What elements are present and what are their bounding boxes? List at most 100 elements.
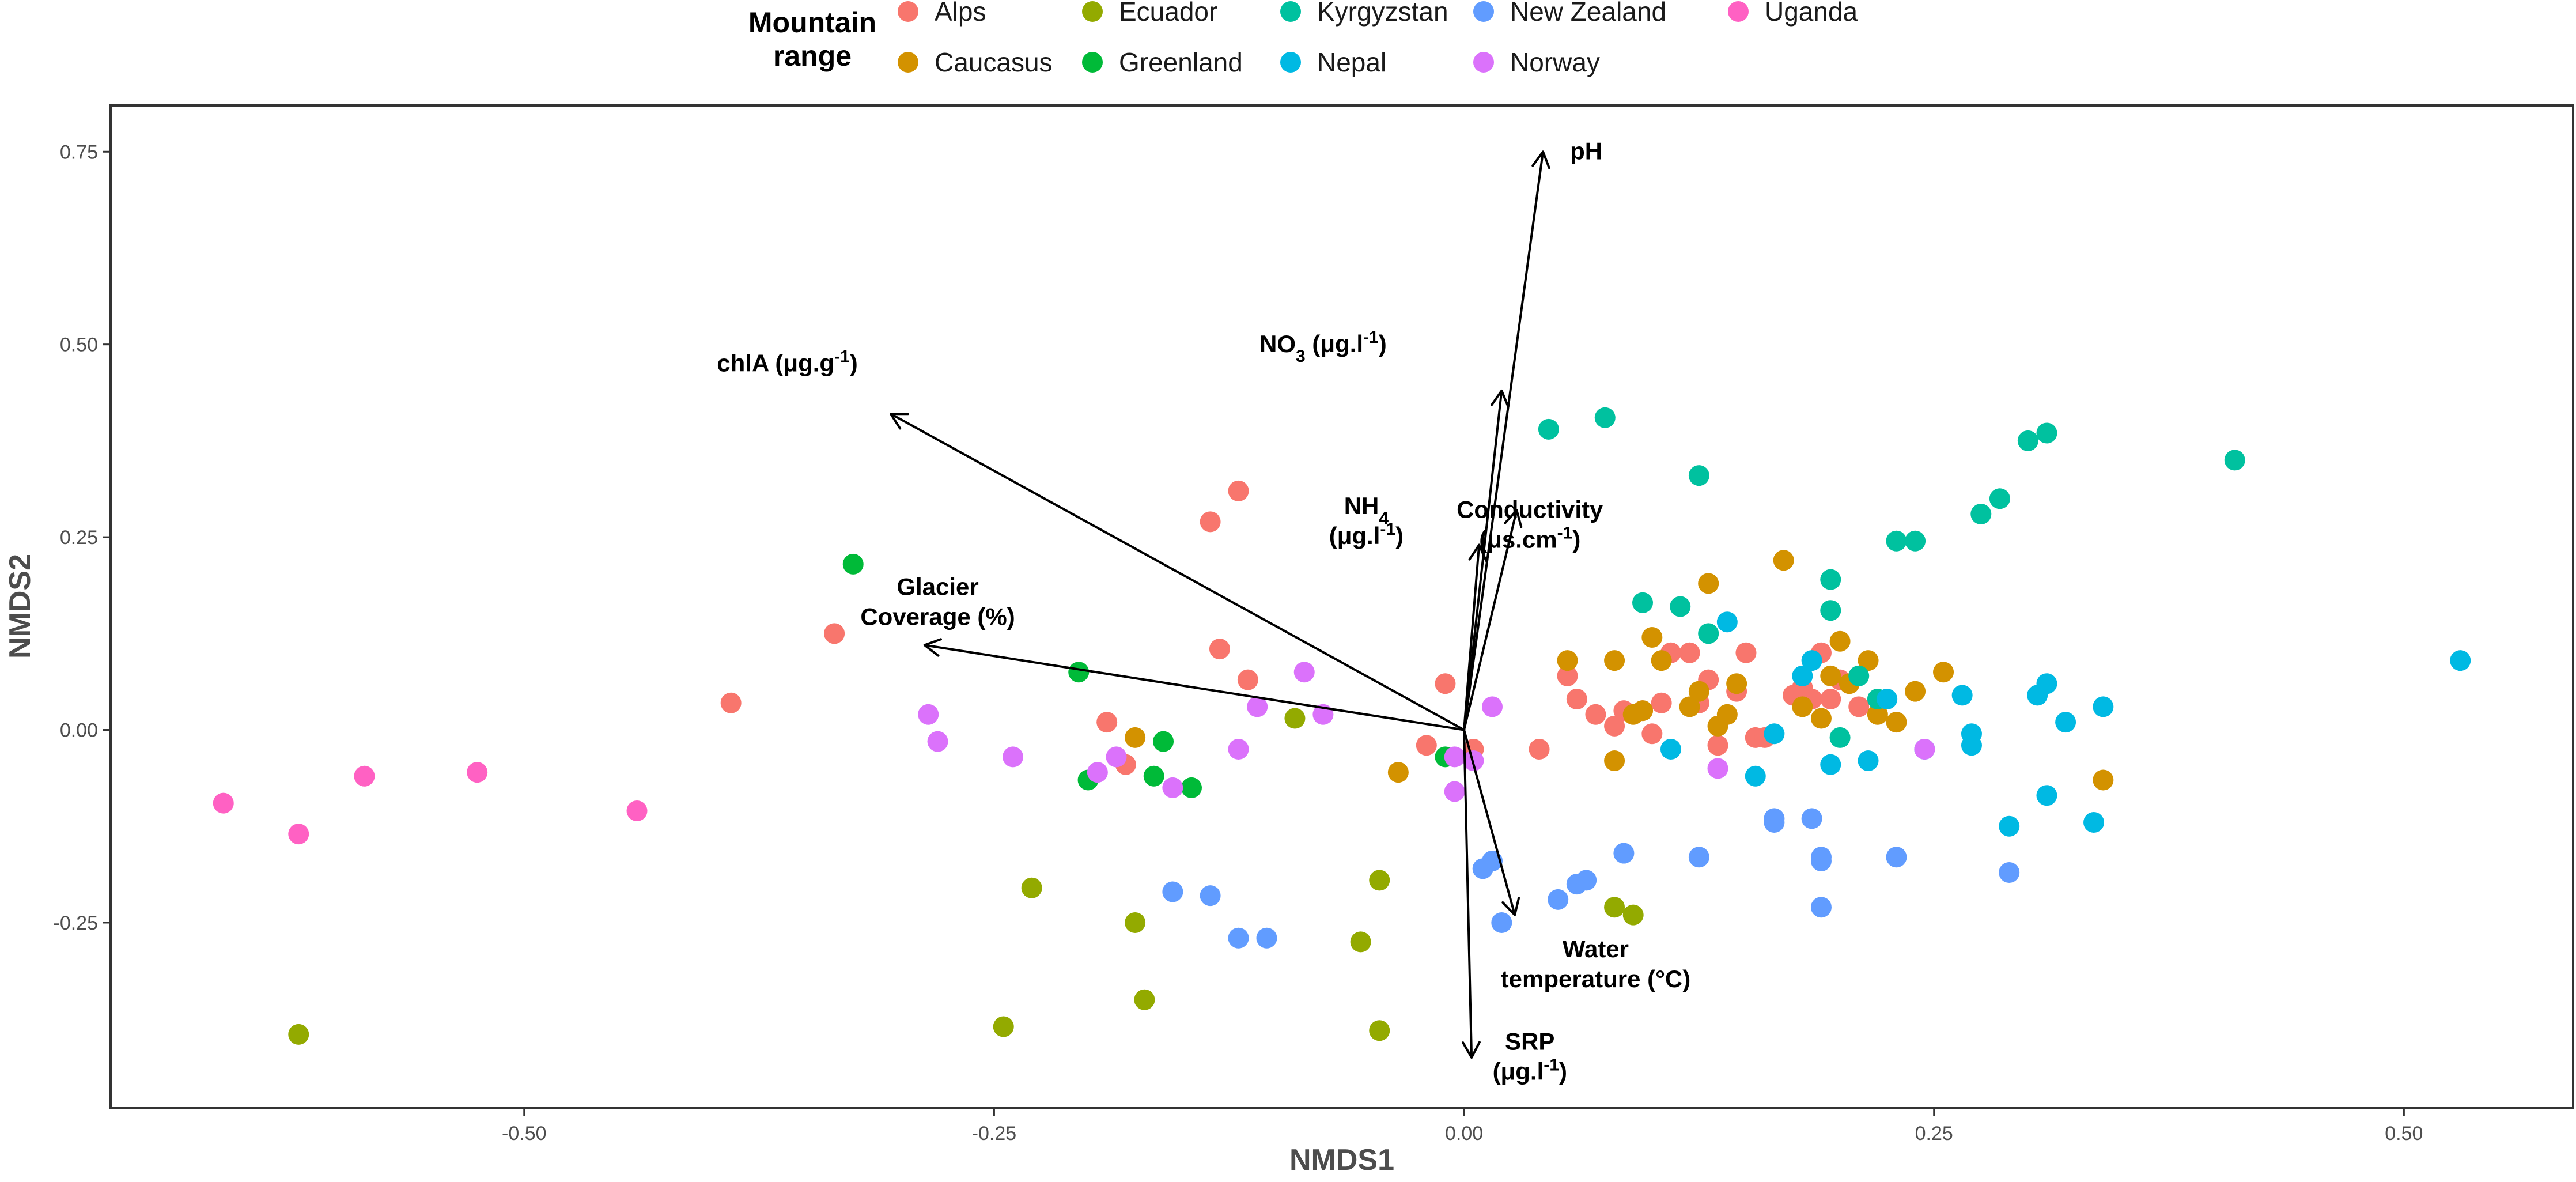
point-alps bbox=[720, 692, 742, 713]
point-norway bbox=[1444, 746, 1465, 768]
point-caucasus bbox=[1679, 696, 1700, 717]
point-greenland bbox=[1068, 662, 1090, 683]
legend-label-ecuador: Ecuador bbox=[1119, 0, 1217, 27]
legend-title-line-1: Mountain bbox=[748, 6, 876, 39]
vector-label-srp: (μg.l-1) bbox=[1493, 1055, 1567, 1085]
vector-nh4 bbox=[1463, 545, 1481, 730]
point-kyrgyzstan bbox=[2036, 422, 2057, 444]
point-uganda bbox=[467, 762, 488, 783]
point-kyrgyzstan bbox=[1594, 407, 1616, 428]
point-kyrgyzstan bbox=[1886, 530, 1907, 552]
point-caucasus bbox=[1387, 762, 1409, 783]
point-new-zealand bbox=[1256, 927, 1277, 949]
point-alps bbox=[1200, 511, 1221, 533]
x-tick-label: -0.50 bbox=[502, 1123, 547, 1145]
point-alps bbox=[1529, 738, 1550, 760]
point-nepal bbox=[1820, 754, 1841, 775]
point-caucasus bbox=[1858, 650, 1879, 671]
y-tick-label: 0.00 bbox=[60, 720, 98, 742]
point-kyrgyzstan bbox=[1820, 600, 1841, 621]
point-kyrgyzstan bbox=[1632, 592, 1654, 613]
scatter-points bbox=[213, 407, 2471, 1045]
point-uganda bbox=[626, 800, 648, 821]
point-alps bbox=[1435, 673, 1456, 694]
point-alps bbox=[1557, 665, 1578, 686]
point-norway bbox=[1444, 781, 1465, 802]
point-nepal bbox=[1961, 735, 1982, 756]
point-norway bbox=[1228, 738, 1249, 760]
point-caucasus bbox=[1716, 704, 1738, 725]
point-kyrgyzstan bbox=[1538, 418, 1559, 440]
point-alps bbox=[1228, 480, 1249, 501]
point-alps bbox=[1237, 669, 1258, 690]
legend: Mountain range Alps Caucasus Ecuador Greenl… bbox=[748, 0, 1858, 77]
point-norway bbox=[1293, 662, 1315, 683]
point-alps bbox=[1585, 704, 1606, 725]
point-new-zealand bbox=[1688, 847, 1709, 868]
legend-key-kyrgyzstan bbox=[1280, 1, 1301, 22]
point-caucasus bbox=[1698, 573, 1719, 594]
vector-label-srp: SRP bbox=[1505, 1028, 1554, 1055]
point-nepal bbox=[2093, 696, 2114, 717]
x-tick-label: 0.50 bbox=[2385, 1123, 2423, 1145]
legend-label-uganda: Uganda bbox=[1765, 0, 1858, 27]
point-alps bbox=[824, 623, 845, 644]
vector-label-water-temperature: temperature (°C) bbox=[1501, 965, 1691, 992]
point-alps bbox=[1096, 712, 1118, 733]
point-ecuador bbox=[1622, 904, 1644, 926]
point-new-zealand bbox=[1162, 881, 1183, 902]
point-norway bbox=[1162, 777, 1183, 798]
x-tick-label: -0.25 bbox=[972, 1123, 1017, 1145]
point-nepal bbox=[1745, 765, 1766, 787]
point-kyrgyzstan bbox=[2017, 430, 2038, 451]
y-tick-label: 0.75 bbox=[60, 141, 98, 163]
point-nepal bbox=[2450, 650, 2471, 671]
legend-label-nepal: Nepal bbox=[1317, 47, 1386, 77]
point-ecuador bbox=[1284, 708, 1306, 729]
point-uganda bbox=[288, 824, 309, 845]
legend-key-norway bbox=[1473, 52, 1494, 73]
legend-key-greenland bbox=[1082, 52, 1103, 73]
point-norway bbox=[927, 731, 948, 752]
point-norway bbox=[1106, 746, 1127, 768]
point-caucasus bbox=[1651, 650, 1672, 671]
point-alps bbox=[1651, 692, 1672, 713]
point-greenland bbox=[1143, 765, 1164, 787]
vector-label-glacier-coverage: Glacier bbox=[897, 573, 978, 600]
point-norway bbox=[1003, 746, 1024, 768]
point-caucasus bbox=[1125, 727, 1146, 748]
vector-ph-arrowhead bbox=[1531, 150, 1550, 169]
vector-chla bbox=[890, 413, 1465, 731]
point-nepal bbox=[2036, 673, 2057, 694]
vector-glacier-coverage bbox=[924, 644, 1465, 731]
point-new-zealand bbox=[1810, 847, 1832, 868]
legend-title-line-2: range bbox=[773, 40, 852, 72]
point-kyrgyzstan bbox=[2224, 450, 2245, 471]
point-caucasus bbox=[1810, 708, 1832, 729]
vector-label-no3: NO3 (μg.l-1) bbox=[1259, 328, 1387, 366]
point-new-zealand bbox=[1228, 927, 1249, 949]
point-nepal bbox=[1951, 685, 1973, 706]
point-nepal bbox=[2083, 812, 2105, 833]
point-kyrgyzstan bbox=[1688, 465, 1709, 486]
point-alps bbox=[1820, 689, 1841, 710]
point-new-zealand bbox=[1999, 862, 2020, 883]
point-ecuador bbox=[1604, 897, 1625, 918]
vector-label-nh4: (μg.l-1) bbox=[1329, 519, 1404, 549]
x-tick-label: 0.25 bbox=[1915, 1123, 1953, 1145]
point-alps bbox=[1566, 689, 1587, 710]
point-caucasus bbox=[1632, 700, 1654, 722]
vector-srp-arrowhead bbox=[1462, 1041, 1481, 1059]
vector-label-nh4: NH4 bbox=[1344, 492, 1389, 528]
vector-label-water-temperature: Water bbox=[1563, 935, 1629, 962]
legend-key-uganda bbox=[1728, 1, 1749, 22]
vector-label-ph: pH bbox=[1570, 138, 1602, 165]
x-axis-ticks: -0.50 -0.25 0.00 0.25 0.50 bbox=[502, 1109, 2423, 1145]
vector-water-temperature-arrowhead bbox=[1501, 897, 1520, 916]
point-new-zealand bbox=[1548, 889, 1569, 910]
point-alps bbox=[1209, 639, 1230, 660]
legend-key-new-zealand bbox=[1473, 1, 1494, 22]
point-new-zealand bbox=[1801, 808, 1822, 829]
